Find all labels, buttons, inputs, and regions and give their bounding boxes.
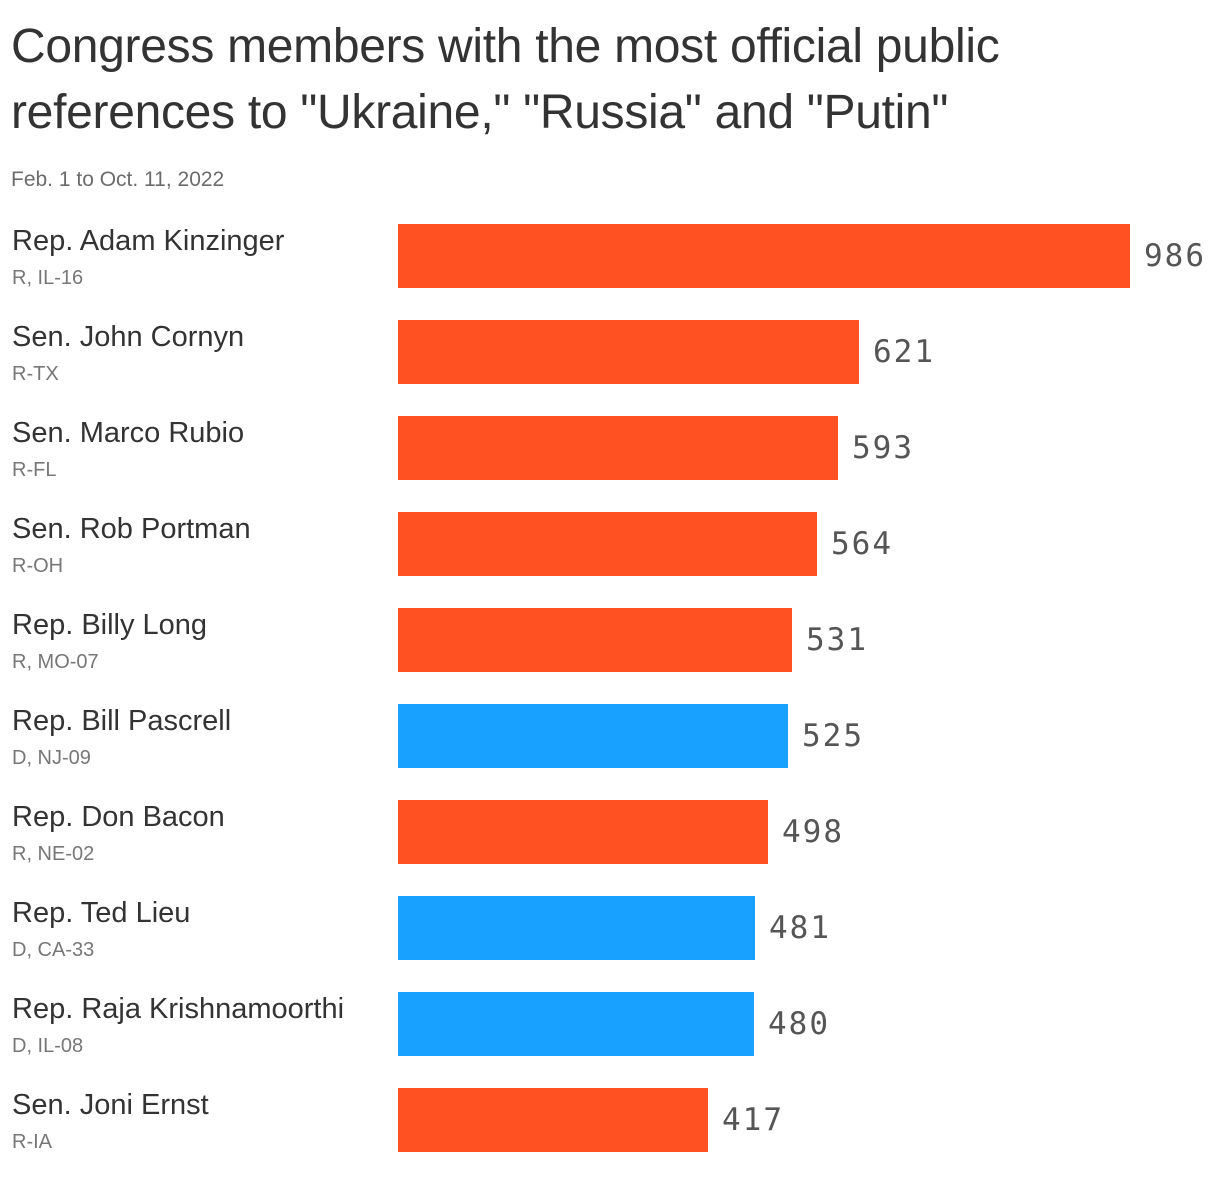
bar-row: Sen. Marco Rubio R-FL 593 — [0, 416, 1220, 512]
bar-value-label: 564 — [831, 526, 893, 562]
bar-row: Sen. John Cornyn R-TX 621 — [0, 320, 1220, 416]
bar-value-label: 593 — [852, 430, 914, 466]
bar-value-label: 480 — [768, 1006, 830, 1042]
member-party-district-label: R, MO-07 — [12, 651, 99, 673]
member-name-label: Rep. Billy Long — [12, 609, 208, 641]
bar — [398, 224, 1130, 288]
member-name-label: Sen. Rob Portman — [12, 513, 251, 545]
bar-value-label: 986 — [1144, 238, 1206, 274]
bar — [398, 608, 792, 672]
bar — [398, 704, 788, 768]
member-name-label: Rep. Adam Kinzinger — [12, 225, 285, 257]
chart-subtitle: Feb. 1 to Oct. 11, 2022 — [11, 168, 225, 191]
member-party-district-label: D, IL-08 — [12, 1035, 84, 1057]
member-name-label: Sen. Marco Rubio — [12, 417, 245, 449]
member-party-district-label: R-FL — [12, 459, 57, 481]
member-party-district-label: R, IL-16 — [12, 267, 84, 289]
member-party-district-label: R, NE-02 — [12, 843, 95, 865]
bar-row: Rep. Billy Long R, MO-07 531 — [0, 608, 1220, 704]
member-party-district-label: R-OH — [12, 555, 64, 577]
bar — [398, 320, 859, 384]
member-name-label: Rep. Don Bacon — [12, 801, 225, 833]
bar-value-label: 525 — [802, 718, 864, 754]
chart-title: Congress members with the most official … — [11, 20, 1000, 139]
member-name-label: Rep. Bill Pascrell — [12, 705, 232, 737]
bar — [398, 416, 838, 480]
bar — [398, 800, 768, 864]
bar — [398, 512, 817, 576]
bar-value-label: 417 — [722, 1102, 784, 1138]
bar-row: Sen. Joni Ernst R-IA 417 — [0, 1088, 1220, 1184]
member-party-district-label: R-IA — [12, 1131, 52, 1153]
member-name-label: Sen. Joni Ernst — [12, 1089, 209, 1121]
bar-value-label: 621 — [873, 334, 935, 370]
member-party-district-label: D, CA-33 — [12, 939, 95, 961]
bar-value-label: 531 — [806, 622, 868, 658]
bar-row: Rep. Raja Krishnamoorthi D, IL-08 480 — [0, 992, 1220, 1088]
bar-value-label: 498 — [782, 814, 844, 850]
member-name-label: Rep. Ted Lieu — [12, 897, 191, 929]
bar-row: Rep. Ted Lieu D, CA-33 481 — [0, 896, 1220, 992]
member-name-label: Rep. Raja Krishnamoorthi — [12, 993, 345, 1025]
bar-row: Rep. Adam Kinzinger R, IL-16 986 — [0, 224, 1220, 320]
bar — [398, 896, 755, 960]
bar — [398, 1088, 708, 1152]
bar — [398, 992, 754, 1056]
bar-row: Sen. Rob Portman R-OH 564 — [0, 512, 1220, 608]
bar-row: Rep. Don Bacon R, NE-02 498 — [0, 800, 1220, 896]
bar-row: Rep. Bill Pascrell D, NJ-09 525 — [0, 704, 1220, 800]
member-party-district-label: R-TX — [12, 363, 59, 385]
member-name-label: Sen. John Cornyn — [12, 321, 245, 353]
bar-value-label: 481 — [769, 910, 831, 946]
member-party-district-label: D, NJ-09 — [12, 747, 91, 769]
